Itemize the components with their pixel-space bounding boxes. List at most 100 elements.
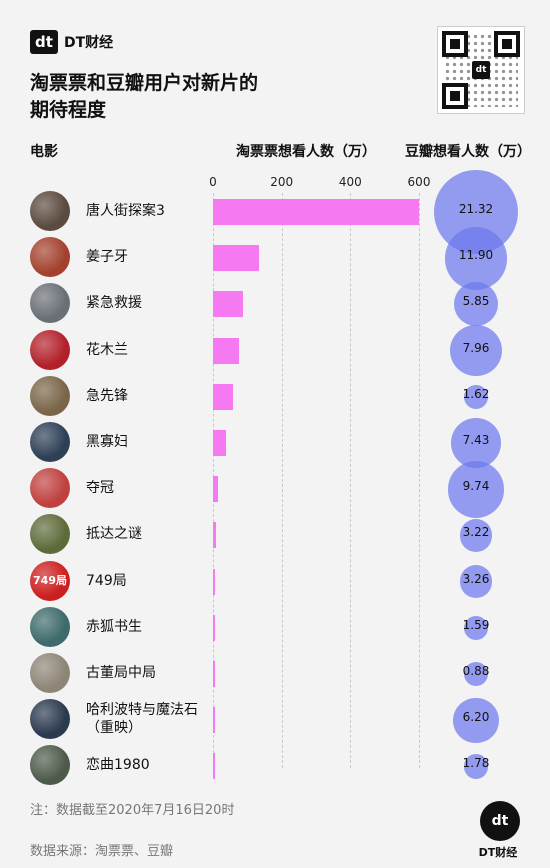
poster-chihushusheng-icon: [30, 606, 70, 647]
qr-finder: [442, 31, 468, 57]
movie-name: 急先锋: [86, 387, 128, 405]
bubble-value-label: 3.26: [462, 571, 490, 586]
poster-gudongju-icon: [30, 653, 70, 693]
movie-name: 夺冠: [86, 479, 114, 497]
movie-name-line: 急先锋: [86, 387, 128, 404]
chart-row: 花木兰 7.96: [0, 324, 550, 377]
movie-name-line: 古董局中局: [86, 665, 156, 681]
x-tick-label: 0: [209, 175, 217, 189]
movie-name: 赤狐书生: [86, 618, 142, 636]
brand-name: DT财经: [64, 35, 114, 51]
poster-jinjijiuyuan-icon: [30, 283, 70, 324]
bubble-douban: [463, 754, 489, 779]
footer-brand: dt DT财经: [479, 801, 522, 860]
bar-taopiaopiao: [213, 522, 217, 549]
movie-name: 恋曲1980: [86, 756, 150, 774]
bar-taopiaopiao: [213, 291, 244, 318]
poster-blackwidow-icon: [30, 422, 70, 462]
bubble-douban: [444, 226, 508, 290]
bubble-douban: [447, 460, 505, 518]
poster-harrypotter-icon: [30, 699, 70, 740]
movie-name-line: 姜子牙: [86, 249, 128, 266]
bubble-value-label: 11.90: [458, 248, 494, 263]
chart-row: 唐人街探案3 21.32: [0, 170, 550, 254]
bar-taopiaopiao: [213, 661, 215, 687]
chart-row: 哈利波特与魔法石 （重映） 6.20: [0, 697, 550, 743]
chart-row: 恋曲1980 1.78: [0, 743, 550, 789]
bar-taopiaopiao: [213, 753, 215, 780]
bubble-douban: [450, 324, 502, 377]
bar-taopiaopiao: [213, 199, 419, 225]
movie-name: 紧急救援: [86, 294, 142, 312]
movie-name: 花木兰: [86, 341, 128, 359]
movie-name: 抵达之谜: [86, 525, 142, 543]
chart-row: 姜子牙 11.90: [0, 226, 550, 290]
movie-name: 黑寡妇: [86, 433, 128, 451]
bubble-value-label: 1.62: [462, 386, 490, 401]
bubble-value-label: 7.43: [462, 433, 490, 447]
brand-logo-icon: dt: [30, 30, 58, 54]
footer-brand-name: DT财经: [478, 846, 518, 859]
chart-row: 抵达之谜 3.22: [0, 512, 550, 558]
note: 注：数据截至2020年7月16日20时: [30, 803, 235, 818]
bubble-douban: [451, 418, 501, 468]
bar-taopiaopiao: [213, 476, 219, 503]
poster-tangrenjie-icon: [30, 191, 70, 231]
movie-name-line: 赤狐书生: [86, 618, 142, 635]
brand: dt DT财经: [30, 30, 113, 54]
bar-taopiaopiao: [213, 337, 239, 364]
title-line: 期待程度: [30, 99, 107, 121]
bubble-value-label: 7.96: [462, 340, 490, 355]
poster-duoguan-icon: [30, 468, 70, 509]
title-line: 淘票票和豆瓣用户对新片的: [30, 72, 259, 94]
chart-row: 749局 749局 3.26: [0, 559, 550, 605]
poster-mulan-icon: [30, 329, 70, 370]
chart-title: 淘票票和豆瓣用户对新片的 期待程度: [30, 70, 330, 124]
bubble-value-label: 5.85: [462, 294, 490, 309]
chart-row: 赤狐书生 1.59: [0, 605, 550, 651]
source: 数据来源：淘票票、豆瓣: [30, 844, 174, 859]
bar-taopiaopiao: [213, 383, 233, 410]
header-douban: 豆瓣想看人数（万）: [405, 144, 531, 160]
bubble-douban: [464, 384, 488, 409]
gridline: [281, 193, 283, 768]
qr-finder: [442, 83, 468, 109]
bar-taopiaopiao: [213, 568, 216, 595]
bubble-douban: [459, 565, 493, 598]
bubble-value-label: 6.20: [462, 710, 490, 725]
movie-name-line: 恋曲1980: [86, 757, 150, 774]
chart-row: 黑寡妇 7.43: [0, 418, 550, 468]
bar-taopiaopiao: [213, 614, 216, 641]
chart-row: 急先锋 1.62: [0, 374, 550, 420]
bubble-douban: [453, 282, 498, 327]
movie-name: 姜子牙: [86, 248, 128, 266]
qr-code-icon: dt: [437, 26, 525, 114]
header-taopiaopiao: 淘票票想看人数（万）: [236, 144, 376, 160]
movie-name-line: 紧急救援: [86, 295, 142, 312]
poster-jiangziya-icon: [30, 237, 70, 278]
gridline: [419, 193, 420, 768]
movie-name-line: 花木兰: [86, 341, 128, 358]
bubble-douban: [464, 662, 488, 686]
poster-lianqu1980-icon: [30, 745, 70, 786]
movie-name: 古董局中局: [86, 664, 156, 682]
movie-name-line: 哈利波特与魔法石: [86, 702, 198, 719]
bubble-value-label: 0.88: [462, 664, 490, 678]
qr-finder: [494, 31, 520, 57]
header-movie: 电影: [30, 144, 58, 160]
movie-name-line: （重映）: [86, 720, 142, 737]
bubble-value-label: 1.59: [462, 617, 490, 632]
movie-name-line: 749局: [86, 572, 127, 589]
footer-logo-icon: dt: [480, 801, 520, 841]
chart-row: 古董局中局 0.88: [0, 651, 550, 697]
poster-jixianfeng-icon: [30, 375, 70, 416]
poster-didazhimi-icon: [30, 514, 70, 555]
qr-center-logo: dt: [472, 61, 490, 79]
movie-name: 哈利波特与魔法石 （重映）: [86, 701, 198, 737]
bubble-value-label: 9.74: [462, 479, 490, 494]
chart-row: 夺冠 9.74: [0, 460, 550, 518]
x-tick-label: 200: [270, 175, 294, 189]
x-tick-label: 400: [338, 175, 362, 189]
movie-name-line: 黑寡妇: [86, 434, 128, 450]
bar-taopiaopiao: [213, 707, 215, 734]
